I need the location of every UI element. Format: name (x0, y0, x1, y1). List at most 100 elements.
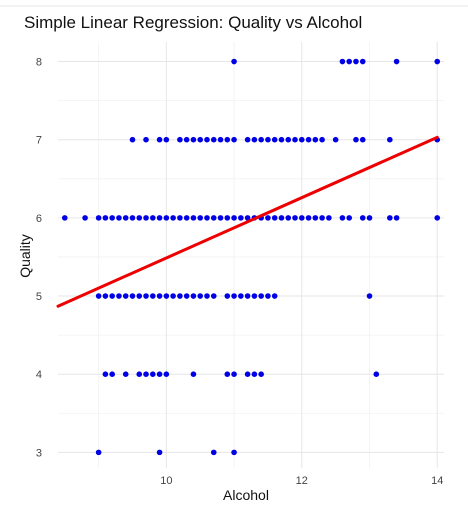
data-point (231, 450, 237, 456)
data-point (387, 215, 393, 221)
data-point (191, 137, 197, 143)
data-point (272, 293, 278, 299)
data-point (258, 371, 264, 377)
data-point (319, 137, 325, 143)
data-point (373, 371, 379, 377)
data-point (333, 137, 339, 143)
data-point (434, 215, 440, 221)
data-point (204, 293, 210, 299)
data-point (279, 215, 285, 221)
data-point (299, 215, 305, 221)
data-point (136, 215, 142, 221)
data-point (258, 293, 264, 299)
data-point (150, 293, 156, 299)
data-point (96, 293, 102, 299)
x-tick-labels: 10 12 14 (160, 475, 443, 487)
data-point (103, 215, 109, 221)
data-point (130, 137, 136, 143)
data-point (238, 215, 244, 221)
chart-title: Simple Linear Regression: Quality vs Alc… (24, 13, 362, 32)
data-point (245, 137, 251, 143)
data-point (157, 450, 163, 456)
data-point (197, 215, 203, 221)
grid (58, 42, 444, 468)
data-point (177, 215, 183, 221)
data-point (360, 59, 366, 65)
data-point (197, 293, 203, 299)
data-point (360, 137, 366, 143)
data-point (184, 293, 190, 299)
data-point (103, 371, 109, 377)
y-tick-label: 4 (36, 369, 42, 381)
data-point (170, 293, 176, 299)
data-point (231, 371, 237, 377)
data-point (191, 371, 197, 377)
regression-line (58, 137, 437, 306)
data-point (103, 293, 109, 299)
data-point (340, 59, 346, 65)
data-point (292, 137, 298, 143)
data-point (272, 215, 278, 221)
data-point (143, 137, 149, 143)
data-point (62, 215, 68, 221)
y-axis-label: Quality (17, 234, 33, 278)
x-tick-label: 14 (431, 475, 443, 487)
data-point (265, 293, 271, 299)
data-point (197, 137, 203, 143)
data-point (258, 137, 264, 143)
data-point (394, 215, 400, 221)
data-point (231, 215, 237, 221)
data-point (157, 215, 163, 221)
data-point (109, 293, 115, 299)
data-point (143, 293, 149, 299)
data-point (285, 215, 291, 221)
data-point (224, 371, 230, 377)
data-point (252, 293, 258, 299)
data-point (164, 215, 170, 221)
data-point (313, 137, 319, 143)
data-point (211, 137, 217, 143)
data-point (299, 137, 305, 143)
data-point (109, 215, 115, 221)
data-point (231, 59, 237, 65)
data-point (150, 371, 156, 377)
data-point (353, 137, 359, 143)
y-tick-label: 3 (36, 447, 42, 459)
data-point (130, 293, 136, 299)
data-point (272, 137, 278, 143)
data-point (136, 293, 142, 299)
data-point (82, 215, 88, 221)
data-point (164, 137, 170, 143)
data-point (367, 215, 373, 221)
data-point (204, 137, 210, 143)
data-point (123, 371, 129, 377)
data-point (367, 293, 373, 299)
data-point (326, 215, 332, 221)
data-point (224, 215, 230, 221)
data-point (313, 215, 319, 221)
data-point (245, 293, 251, 299)
data-point (252, 371, 258, 377)
data-point (285, 137, 291, 143)
data-point (231, 293, 237, 299)
data-point (191, 215, 197, 221)
data-point (130, 215, 136, 221)
data-point (143, 215, 149, 221)
data-point (211, 215, 217, 221)
y-tick-label: 5 (36, 291, 42, 303)
data-point (245, 371, 251, 377)
data-point (204, 215, 210, 221)
data-point (224, 293, 230, 299)
x-tick-label: 10 (160, 475, 172, 487)
data-point (96, 215, 102, 221)
y-tick-label: 8 (36, 57, 42, 69)
data-point (340, 215, 346, 221)
data-point (96, 450, 102, 456)
data-point (387, 137, 393, 143)
y-tick-labels: 3 4 5 6 7 8 (36, 57, 42, 460)
data-point (157, 293, 163, 299)
data-point (184, 215, 190, 221)
data-point (164, 371, 170, 377)
data-point (184, 137, 190, 143)
data-point (346, 215, 352, 221)
